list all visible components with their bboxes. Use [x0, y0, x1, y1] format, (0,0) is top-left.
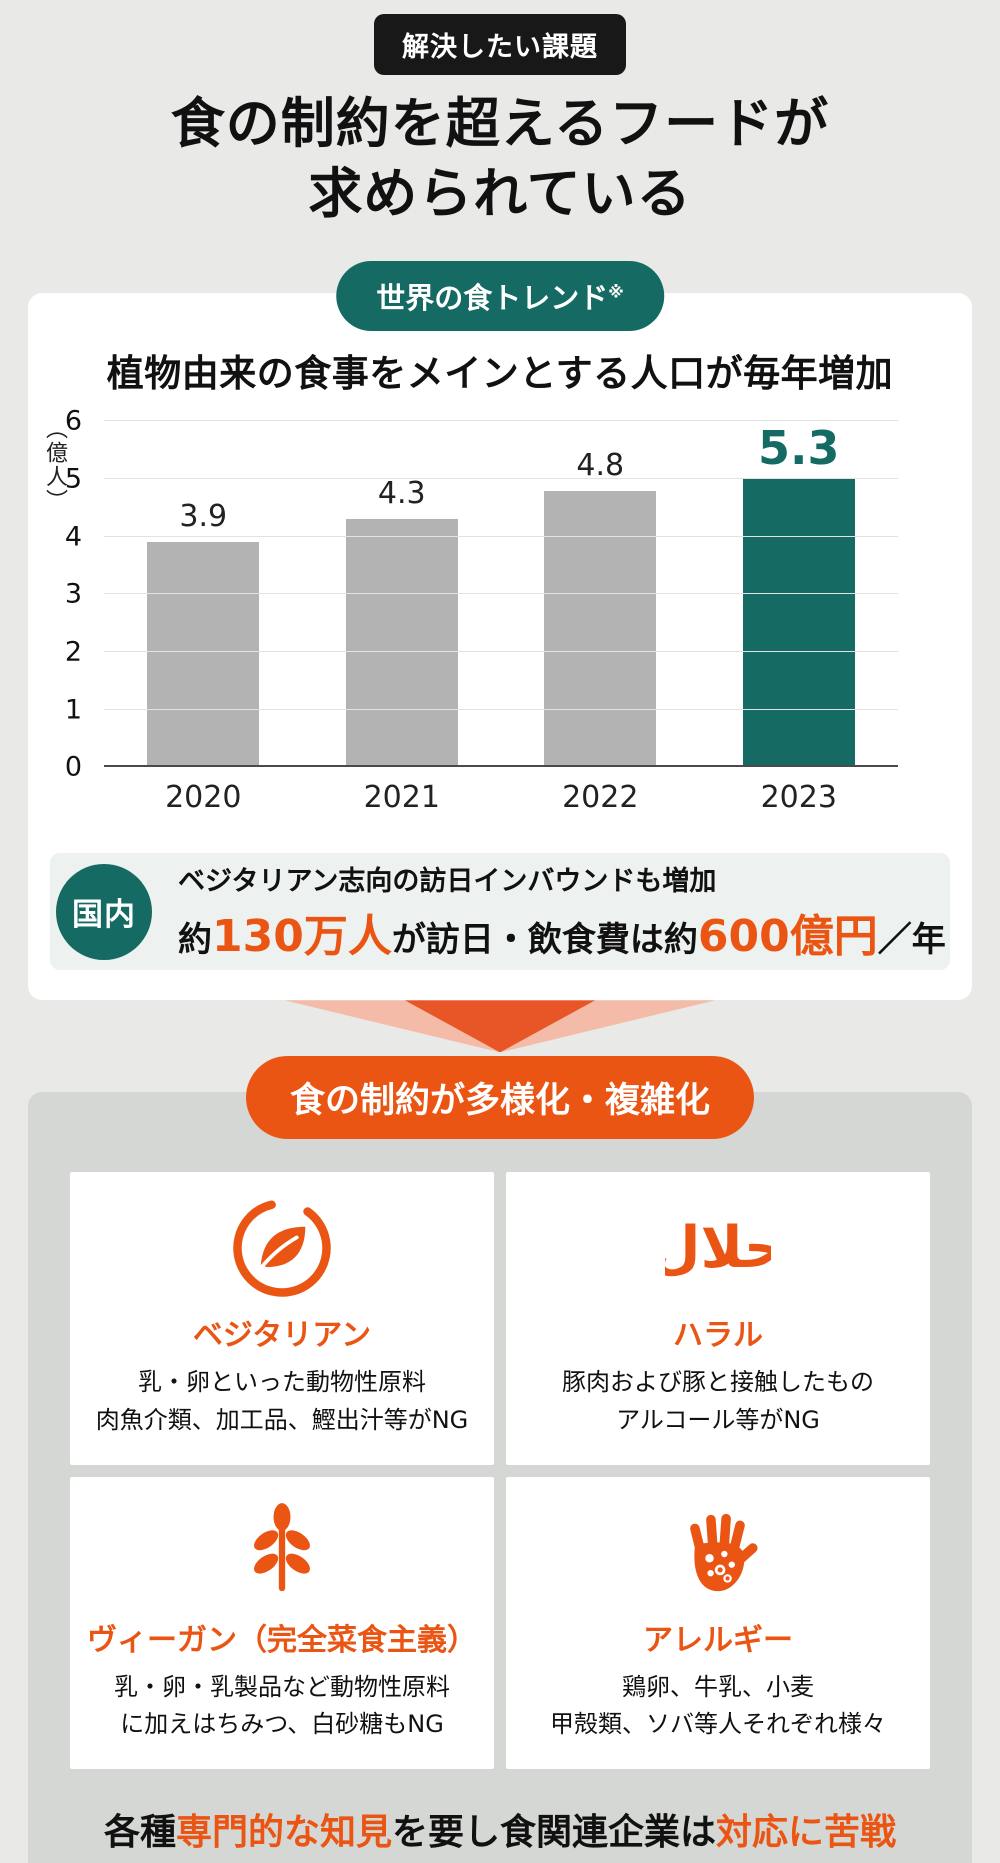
- card-allergy-desc: 鶏卵、牛乳、小麦 甲殻類、ソバ等人それぞれ様々: [518, 1669, 918, 1743]
- domestic-line2: 約130万人が訪日・飲食費は約600億円／年: [178, 900, 946, 964]
- y-tick-label: 0: [64, 751, 82, 783]
- leaf-circle-icon: [82, 1194, 482, 1302]
- card-vegetarian-label: ベジタリアン: [192, 1318, 372, 1354]
- restrictions-badge: 食の制約が多様化・複雑化: [245, 1056, 755, 1140]
- restriction-cards-grid: ベジタリアン 乳・卵といった動物性原料 肉魚介類、加工品、鰹出汁等がNG حلا…: [70, 1172, 930, 1770]
- domestic-badge: 国内: [56, 863, 152, 960]
- bar-column-2022: 4.8 2022: [501, 421, 700, 815]
- gridline: [104, 765, 898, 768]
- visitor-count-value: 130万人: [212, 911, 392, 963]
- desc-line: 甲殻類、ソバ等人それぞれ様々: [550, 1709, 886, 1738]
- card-halal-desc: 豚肉および豚と接触したもの アルコール等がNG: [518, 1364, 918, 1438]
- bar-chart: （億人） 0 1 2 3 4 5 6 3.9 2020 4.3 2021 4.8 2022 5.3 202…: [28, 406, 972, 817]
- svg-text:حلال: حلال: [665, 1215, 771, 1281]
- bar-2020: [147, 542, 260, 768]
- domestic-line1: ベジタリアン志向の訪日インバウンドも増加: [178, 866, 717, 898]
- bar-column-2023: 5.3 2023: [700, 421, 899, 815]
- bar-value-label: 5.3: [758, 421, 840, 476]
- bar-column-2020: 3.9 2020: [104, 421, 303, 815]
- card-vegan-label: ヴィーガン（完全菜食主義）: [87, 1622, 477, 1658]
- issue-badge: 解決したい課題: [374, 14, 626, 75]
- card-vegetarian: ベジタリアン 乳・卵といった動物性原料 肉魚介類、加工品、鰹出汁等がNG: [70, 1172, 494, 1465]
- page-title-line2: 求められている: [308, 162, 692, 226]
- world-trend-badge-label: 世界の食トレンド: [376, 281, 609, 316]
- bar-2021: [345, 519, 458, 768]
- gridline: [104, 478, 898, 480]
- y-tick-label: 1: [64, 694, 82, 726]
- domestic-text: ベジタリアン志向の訪日インバウンドも増加 約130万人が訪日・飲食費は約600億…: [178, 859, 946, 964]
- card-vegan: ヴィーガン（完全菜食主義） 乳・卵・乳製品など動物性原料 に加えはちみつ、白砂糖…: [70, 1476, 494, 1770]
- desc-line: 乳・卵・乳製品など動物性原料: [114, 1672, 450, 1701]
- desc-line: 鶏卵、牛乳、小麦: [622, 1672, 814, 1701]
- desc-line: アルコール等がNG: [616, 1405, 820, 1434]
- chart-title: 植物由来の食事をメインとする人口が毎年増加: [106, 352, 894, 396]
- page-title: 食の制約を超えるフードが 求められている: [0, 89, 1000, 229]
- desc-line: 乳・卵といった動物性原料: [138, 1368, 426, 1397]
- chart-y-axis: 0 1 2 3 4 5 6: [28, 406, 92, 783]
- page-title-line1: 食の制約を超えるフードが: [170, 92, 830, 155]
- allergy-hand-icon: [518, 1499, 918, 1607]
- conclusion-highlight: 対応に苦戦: [716, 1812, 897, 1854]
- y-tick-label: 5: [64, 463, 82, 495]
- conclusion-text: 各種専門的な知見を要し食関連企業は対応に苦戦: [70, 1803, 930, 1855]
- conclusion-part: を要し食関連企業は: [392, 1812, 717, 1854]
- domestic-line2-part: が訪日・飲食費は約: [391, 920, 698, 961]
- bar-2022: [544, 490, 657, 768]
- bar-value-label: 3.9: [179, 499, 228, 535]
- gridline: [104, 651, 898, 653]
- world-trend-card: 世界の食トレンド※ 植物由来の食事をメインとする人口が毎年増加 （億人） 0 1 2…: [28, 261, 972, 1001]
- restrictions-section: 食の制約が多様化・複雑化 ベジタリアン 乳・卵といった動物性原料 肉魚介類、加工…: [28, 1056, 972, 1863]
- y-axis-unit-label: （億人）: [42, 417, 67, 514]
- desc-line: 肉魚介類、加工品、鰹出汁等がNG: [95, 1405, 469, 1434]
- x-tick-label: 2020: [165, 780, 242, 816]
- domestic-info-box: 国内 ベジタリアン志向の訪日インバウンドも増加 約130万人が訪日・飲食費は約6…: [50, 853, 950, 971]
- x-tick-label: 2023: [760, 780, 837, 816]
- domestic-line2-part: 約: [178, 920, 212, 961]
- conclusion-highlight: 専門的な知見: [175, 1812, 392, 1854]
- card-halal-label: ハラル: [673, 1318, 763, 1354]
- down-arrow-icon: [285, 1000, 715, 1053]
- domestic-line2-part: ／年: [877, 920, 946, 961]
- y-tick-label: 3: [64, 578, 82, 610]
- world-trend-badge: 世界の食トレンド※: [336, 261, 664, 332]
- y-tick-label: 4: [64, 521, 82, 553]
- conclusion-part: 各種: [103, 1812, 176, 1854]
- chart-plot: 3.9 2020 4.3 2021 4.8 2022 5.3 2023: [104, 420, 899, 815]
- sprout-icon: [82, 1499, 482, 1607]
- chart-bars: 3.9 2020 4.3 2021 4.8 2022 5.3 2023: [104, 421, 899, 815]
- bar-column-2021: 4.3 2021: [303, 421, 502, 815]
- card-vegan-desc: 乳・卵・乳製品など動物性原料 に加えはちみつ、白砂糖もNG: [82, 1669, 482, 1743]
- bar-2023: [742, 479, 855, 768]
- y-tick-label: 2: [64, 636, 82, 668]
- card-vegetarian-desc: 乳・卵といった動物性原料 肉魚介類、加工品、鰹出汁等がNG: [82, 1364, 482, 1438]
- x-tick-label: 2021: [363, 780, 440, 816]
- halal-arabic-icon: حلال: [518, 1194, 918, 1302]
- desc-line: 豚肉および豚と接触したもの: [562, 1368, 874, 1397]
- x-tick-label: 2022: [562, 780, 639, 816]
- gridline: [104, 535, 898, 537]
- gridline: [104, 420, 898, 422]
- desc-line: に加えはちみつ、白砂糖もNG: [120, 1709, 444, 1738]
- card-allergy: アレルギー 鶏卵、牛乳、小麦 甲殻類、ソバ等人それぞれ様々: [506, 1476, 930, 1770]
- bar-value-label: 4.8: [576, 447, 625, 483]
- card-allergy-label: アレルギー: [643, 1622, 793, 1658]
- bar-value-label: 4.3: [377, 476, 426, 512]
- y-tick-label: 6: [64, 405, 82, 437]
- gridline: [104, 593, 898, 595]
- gridline: [104, 708, 898, 710]
- spending-value: 600億円: [697, 911, 878, 963]
- footnote-mark: ※: [608, 282, 624, 302]
- card-halal: حلال ハラル 豚肉および豚と接触したもの アルコール等がNG: [506, 1172, 930, 1465]
